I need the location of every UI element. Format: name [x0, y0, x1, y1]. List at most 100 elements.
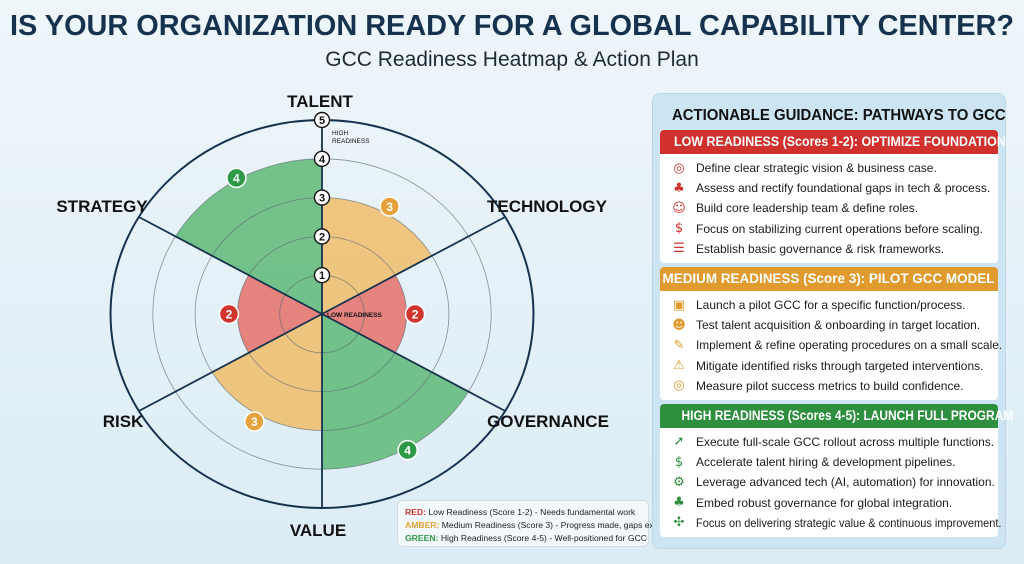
high-readiness-label: READINESS: [332, 138, 370, 145]
section-header: LOW READINESS (Scores 1-2): OPTIMIZE FOU…: [660, 130, 1006, 154]
section-header-text: HIGH READINESS (Scores 4-5): LAUNCH FULL…: [681, 407, 1014, 423]
legend: RED: Low Readiness (Score 1-2) - Needs f…: [397, 500, 663, 547]
scale-tick-label: 5: [319, 115, 325, 127]
scale-tick-3: [313, 189, 331, 206]
axis-label-risk: RISK: [103, 412, 144, 431]
axis-label-talent: TALENT: [287, 92, 353, 111]
item-text: Focus on stabilizing current operations …: [696, 221, 983, 236]
item-text: Leverage advanced tech (AI, automation) …: [696, 475, 995, 490]
hand-coin-icon: $: [674, 454, 684, 470]
item-text: Focus on delivering strategic value & co…: [696, 515, 1002, 530]
item-text: Embed robust governance for global integ…: [696, 495, 953, 510]
axis-label-value: VALUE: [290, 521, 346, 540]
scale-tick-5: [313, 111, 331, 129]
spoke-risk: [138, 313, 323, 412]
org-chart-icon: ♣: [673, 180, 685, 196]
score-badge: [244, 411, 265, 432]
briefcase-icon: ▣: [672, 297, 686, 313]
section-header-text: LOW READINESS (Scores 1-2): OPTIMIZE FOU…: [674, 134, 1006, 149]
target-icon: ◎: [673, 160, 685, 176]
hand-coin-icon: $: [674, 221, 684, 237]
score-badge-label: 3: [386, 200, 393, 214]
item-text: Execute full-scale GCC rollout across mu…: [696, 434, 995, 449]
rocket-icon: ➚: [673, 434, 685, 450]
page-subtitle: GCC Readiness Heatmap & Action Plan: [325, 48, 699, 71]
scale-tick-label: 3: [319, 193, 325, 205]
scale-tick-label: 4: [319, 154, 326, 166]
spoke-strategy: [138, 216, 323, 315]
axis-label-strategy: STRATEGY: [56, 197, 148, 216]
item-text: Establish basic governance & risk framew…: [696, 241, 945, 256]
clipboard-icon: ☰: [673, 241, 685, 257]
scale-tick-4: [313, 150, 331, 168]
score-badge: [218, 303, 240, 325]
sector-strategy-talent: [175, 158, 322, 314]
list-item: ✎ Implement & refine operating procedures…: [670, 335, 1003, 355]
readiness-radar-chart: TALENT TECHNOLOGY GOVERNANCE VALUE RISK STRAT…: [56, 92, 609, 540]
list-item: ◎ Define clear strategic vision & busines…: [670, 158, 992, 178]
legend-red: RED: Low Readiness (Score 1-2) - Needs f…: [405, 507, 636, 517]
scale-tick-label: 2: [319, 231, 325, 243]
scale-tick-label: 1: [319, 270, 325, 282]
legend-amber: AMBER: Medium Readiness (Score 3) - Prog…: [405, 520, 663, 530]
item-text: Launch a pilot GCC for a specific functi…: [696, 298, 966, 313]
low-readiness-label: LOW READINESS: [327, 312, 383, 319]
item-text: Test talent acquisition & onboarding in …: [696, 318, 981, 333]
list-item: ☺ Build core leadership team & define rol…: [670, 198, 992, 218]
item-text: Mitigate identified risks through target…: [696, 358, 984, 373]
list-item: ☰ Establish basic governance & risk frame…: [670, 239, 992, 259]
score-badge-label: 2: [412, 308, 419, 322]
list-item: ☻ Test talent acquisition & onboarding in…: [670, 315, 992, 335]
score-badge-label: 2: [226, 308, 233, 322]
scale-tick-2: [313, 228, 331, 245]
score-badge: [226, 167, 247, 189]
list-item: ⚠ Mitigate identified risks through targe…: [670, 356, 992, 376]
section-header-text: MEDIUM READINESS (Score 3): PILOT GCC MO…: [662, 270, 996, 286]
section-header: MEDIUM READINESS (Score 3): PILOT GCC MO…: [660, 266, 998, 291]
item-text: Build core leadership team & define role…: [696, 201, 919, 216]
scale-tick-1: [313, 267, 331, 284]
list-item: ⚙ Leverage advanced tech (AI, automation)…: [670, 472, 995, 492]
score-badge: [404, 303, 426, 325]
guidance-section-high: HIGH READINESS (Scores 4-5): LAUNCH FULL…: [660, 403, 1013, 537]
list-item: $ Focus on stabilizing current operations…: [670, 219, 992, 239]
guidance-panel: ACTIONABLE GUIDANCE: PATHWAYS TO GCC LOW…: [652, 93, 1013, 549]
spoke-governance: [321, 313, 506, 412]
list-item: ▣ Launch a pilot GCC for a specific funct…: [670, 295, 992, 315]
page-title-text: IS YOUR ORGANIZATION READY FOR A GLOBAL …: [9, 10, 1015, 42]
org-chart-icon: ♣: [673, 495, 685, 511]
warning-icon: ⚠: [673, 358, 685, 374]
guidance-section-low: LOW READINESS (Scores 1-2): OPTIMIZE FOU…: [660, 130, 1006, 263]
score-badge: [397, 439, 418, 461]
list-item: ✣ Focus on delivering strategic value & c…: [670, 513, 1002, 533]
list-item: ◎ Measure pilot success metrics to build …: [670, 376, 992, 396]
section-header: HIGH READINESS (Scores 4-5): LAUNCH FULL…: [660, 403, 1013, 428]
document-edit-icon: ✎: [673, 337, 685, 353]
axis-label-governance: GOVERNANCE: [487, 412, 609, 431]
list-item: ♣ Assess and rectify foundational gaps in…: [670, 178, 992, 198]
ai-chip-icon: ⚙: [673, 474, 685, 490]
list-item: ➚ Execute full-scale GCC rollout across m…: [670, 432, 995, 452]
panel-title: ACTIONABLE GUIDANCE: PATHWAYS TO GCC: [660, 104, 1006, 128]
axis-label-technology: TECHNOLOGY: [487, 197, 608, 216]
item-text: Accelerate talent hiring & development p…: [696, 455, 956, 470]
legend-green: GREEN: High Readiness (Score 4-5) - Well…: [405, 533, 647, 543]
team-icon: ☺: [672, 200, 686, 216]
score-badge-label: 4: [233, 171, 240, 185]
high-readiness-label: HIGH: [332, 130, 349, 137]
target-icon: ◎: [673, 378, 685, 394]
person-icon: ☻: [672, 317, 686, 333]
panel-title-text: ACTIONABLE GUIDANCE: PATHWAYS TO GCC: [671, 107, 1006, 124]
item-text: Assess and rectify foundational gaps in …: [696, 181, 991, 196]
list-item: ♣ Embed robust governance for global inte…: [670, 492, 992, 512]
network-icon: ✣: [673, 515, 685, 531]
item-text: Measure pilot success metrics to build c…: [696, 378, 964, 393]
guidance-section-medium: MEDIUM READINESS (Score 3): PILOT GCC MO…: [660, 266, 1003, 400]
item-text: Define clear strategic vision & business…: [696, 161, 937, 176]
spoke-technology: [321, 216, 506, 315]
list-item: $ Accelerate talent hiring & development …: [670, 452, 992, 472]
score-badge-label: 4: [404, 444, 411, 458]
sector-governance-value: [322, 314, 469, 470]
page-title: IS YOUR ORGANIZATION READY FOR A GLOBAL …: [0, 8, 1024, 44]
score-badge: [379, 196, 400, 217]
